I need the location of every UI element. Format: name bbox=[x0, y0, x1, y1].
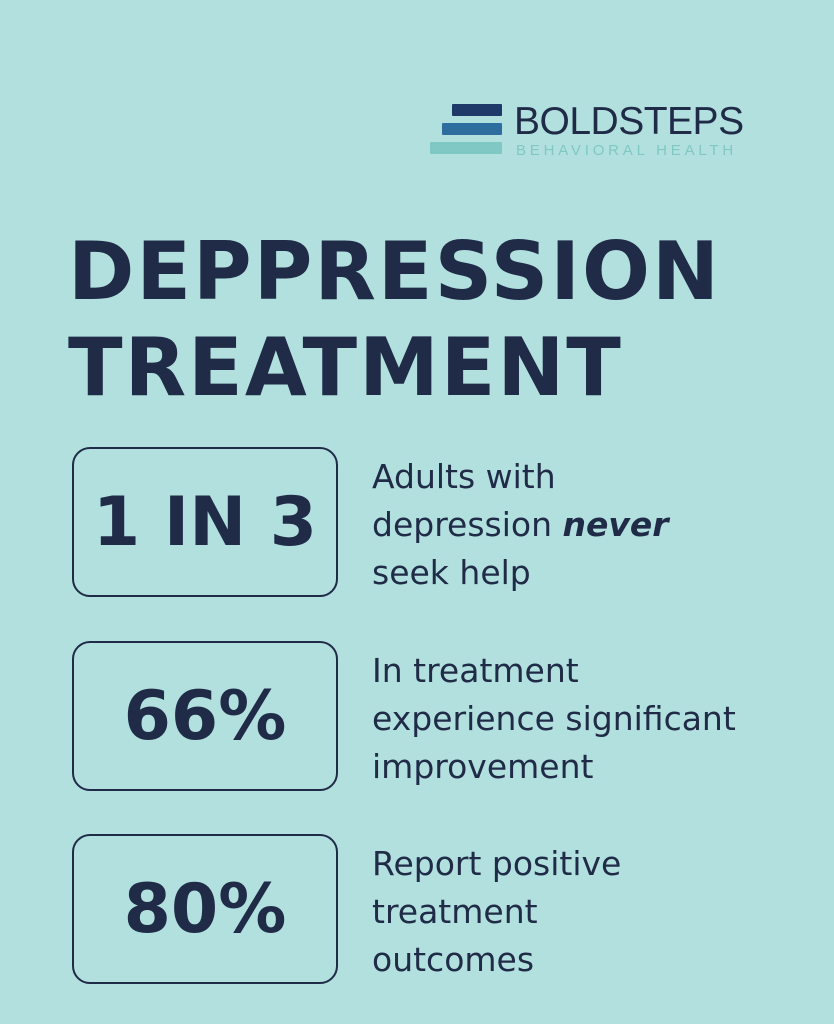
stat-description-line: seek help bbox=[372, 553, 531, 592]
page-title: DEPPRESSION TREATMENT bbox=[68, 224, 721, 416]
stat-value: 66% bbox=[123, 676, 287, 756]
logo-step-top bbox=[452, 104, 502, 116]
logo-step-middle bbox=[442, 123, 502, 135]
stat-description-line: outcomes bbox=[372, 940, 535, 979]
stat-description-line: treatment bbox=[372, 892, 538, 931]
logo-name: BOLDSTEPS bbox=[514, 100, 744, 143]
stat-description-text: depression bbox=[372, 505, 563, 544]
stat-value-box: 1 IN 3 bbox=[72, 447, 338, 597]
logo-step-bottom bbox=[430, 142, 502, 154]
stat-value: 1 IN 3 bbox=[92, 482, 318, 562]
stat-value-box: 80% bbox=[72, 834, 338, 984]
title-line-2: TREATMENT bbox=[68, 321, 623, 414]
stat-description-line: experience significant bbox=[372, 699, 736, 738]
title-line-1: DEPPRESSION bbox=[68, 225, 721, 318]
stat-card-2: 66% In treatment experience significant … bbox=[72, 641, 772, 797]
steps-logo-icon bbox=[430, 104, 504, 158]
stat-description: In treatment experience significant impr… bbox=[372, 647, 736, 791]
stat-description: Adults with depression never seek help bbox=[372, 453, 669, 597]
stat-description-line: Report positive bbox=[372, 844, 622, 883]
stat-description-line: improvement bbox=[372, 747, 594, 786]
stat-description-line: In treatment bbox=[372, 651, 579, 690]
stat-description: Report positive treatment outcomes bbox=[372, 840, 621, 984]
stat-emphasis: never bbox=[562, 505, 669, 544]
stat-value-box: 66% bbox=[72, 641, 338, 791]
stat-card-3: 80% Report positive treatment outcomes bbox=[72, 834, 772, 990]
stat-card-1: 1 IN 3 Adults with depression never seek… bbox=[72, 447, 772, 603]
logo-subtitle: BEHAVIORAL HEALTH bbox=[516, 142, 738, 159]
stat-description-line: depression never bbox=[372, 501, 669, 549]
stat-value: 80% bbox=[123, 869, 287, 949]
stat-description-line: Adults with bbox=[372, 457, 556, 496]
brand-logo: BOLDSTEPS BEHAVIORAL HEALTH bbox=[430, 100, 780, 162]
